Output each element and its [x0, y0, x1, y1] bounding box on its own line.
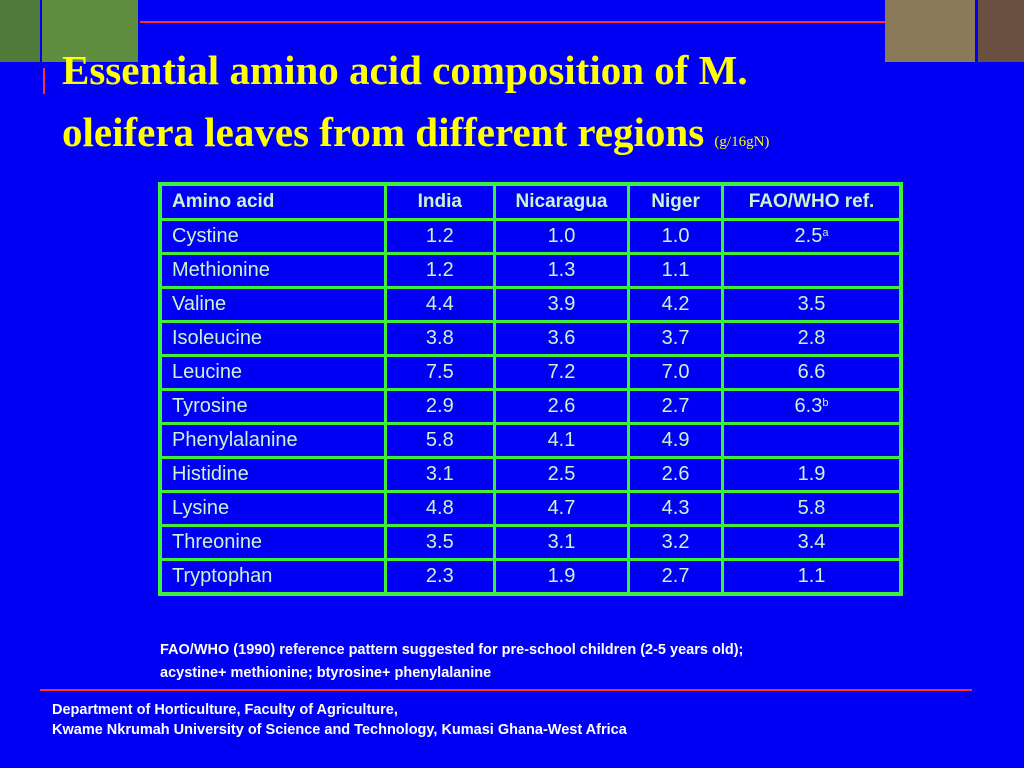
cell: Tryptophan: [158, 558, 387, 596]
cell: Isoleucine: [158, 320, 387, 357]
footer: Kwame Nkrumah University of Science and …: [52, 722, 627, 738]
row: Valine 4.4 3.9 4.2 3.5: [158, 286, 903, 323]
row: Leucine 7.5 7.2 7.0 6.6: [158, 354, 903, 391]
row: Tyrosine 2.9 2.6 2.7 6.3b: [158, 388, 903, 425]
cell: 1.0: [627, 218, 725, 255]
photo: [42, 0, 138, 62]
cell: 1.0: [492, 218, 631, 255]
row: Tryptophan 2.3 1.9 2.7 1.1: [158, 558, 903, 596]
photo: [978, 0, 1024, 62]
cell: 3.2: [627, 524, 725, 561]
cell: 5.8: [383, 422, 496, 459]
cell: 2.7: [627, 558, 725, 596]
cell: Valine: [158, 286, 387, 323]
cell: 2.5: [492, 456, 631, 493]
title: oleifera leaves from different regions (…: [62, 112, 769, 153]
cell: Leucine: [158, 354, 387, 391]
row: Cystine 1.2 1.0 1.0 2.5a: [158, 218, 903, 255]
rule: [43, 68, 45, 94]
empty-cell: [721, 252, 903, 289]
cell: Tyrosine: [158, 388, 387, 425]
cell: Histidine: [158, 456, 387, 493]
empty-cell: [721, 422, 903, 459]
cell: 3.5: [383, 524, 496, 561]
cell: 3.8: [383, 320, 496, 357]
cell: 6.3b: [721, 388, 903, 425]
header-cell: FAO/WHO ref.: [721, 182, 903, 221]
cell: 1.3: [492, 252, 631, 289]
cell: 3.1: [383, 456, 496, 493]
cell: 3.7: [627, 320, 725, 357]
cell: Cystine: [158, 218, 387, 255]
footer: Department of Horticulture, Faculty of A…: [52, 702, 398, 718]
cell: 4.2: [627, 286, 725, 323]
cell: 6.6: [721, 354, 903, 391]
rule: [40, 689, 972, 691]
photo: [0, 0, 40, 62]
title-text: oleifera leaves from different regions: [62, 109, 705, 155]
cell: 7.0: [627, 354, 725, 391]
header-row: Amino acid India Nicaragua Niger FAO/WHO ref…: [158, 182, 903, 221]
title: Essential amino acid composition of M.: [62, 47, 748, 93]
cell: 2.7: [627, 388, 725, 425]
cell: 3.9: [492, 286, 631, 323]
row: Phenylalanine 5.8 4.1 4.9: [158, 422, 903, 459]
table: Amino acid India Nicaragua Niger FAO/WHO ref…: [158, 182, 903, 596]
cell: 2.8: [721, 320, 903, 357]
cell: 4.7: [492, 490, 631, 527]
cell: 3.6: [492, 320, 631, 357]
cell: Phenylalanine: [158, 422, 387, 459]
cell: 7.2: [492, 354, 631, 391]
cell: Lysine: [158, 490, 387, 527]
row: Histidine 3.1 2.5 2.6 1.9: [158, 456, 903, 493]
cell-value: 6.3: [794, 395, 823, 417]
cell: 3.5: [721, 286, 903, 323]
rule: [140, 21, 885, 23]
cell: Methionine: [158, 252, 387, 289]
row: Methionine 1.2 1.3 1.1: [158, 252, 903, 289]
cell: 1.9: [492, 558, 631, 596]
cell: 2.9: [383, 388, 496, 425]
cell: 4.9: [627, 422, 725, 459]
header-cell: Niger: [627, 182, 725, 221]
superscript: b: [822, 397, 829, 409]
cell: 4.1: [492, 422, 631, 459]
cell: 2.6: [492, 388, 631, 425]
row: Lysine 4.8 4.7 4.3 5.8: [158, 490, 903, 527]
cell: 1.1: [721, 558, 903, 596]
cell: 2.6: [627, 456, 725, 493]
header-cell: Amino acid: [158, 182, 387, 221]
cell: 2.5a: [721, 218, 903, 255]
row: Threonine 3.5 3.1 3.2 3.4: [158, 524, 903, 561]
cell: 1.1: [627, 252, 725, 289]
header-cell: Nicaragua: [492, 182, 631, 221]
cell: 1.2: [383, 218, 496, 255]
cell: 1.9: [721, 456, 903, 493]
cell: Threonine: [158, 524, 387, 561]
row: Isoleucine 3.8 3.6 3.7 2.8: [158, 320, 903, 357]
photo: [885, 0, 975, 62]
cell: 4.8: [383, 490, 496, 527]
cell: 5.8: [721, 490, 903, 527]
cell: 3.1: [492, 524, 631, 561]
superscript: a: [822, 227, 829, 239]
footnote: acystine+ methionine; btyrosine+ phenyla…: [160, 665, 492, 681]
cell: 1.2: [383, 252, 496, 289]
cell: 4.4: [383, 286, 496, 323]
cell: 4.3: [627, 490, 725, 527]
header-cell: India: [383, 182, 496, 221]
unit: (g/16gN): [714, 134, 770, 150]
cell: 2.3: [383, 558, 496, 596]
cell-value: 2.5: [794, 225, 823, 247]
cell: 7.5: [383, 354, 496, 391]
cell: 3.4: [721, 524, 903, 561]
footnote: FAO/WHO (1990) reference pattern suggest…: [160, 642, 744, 658]
